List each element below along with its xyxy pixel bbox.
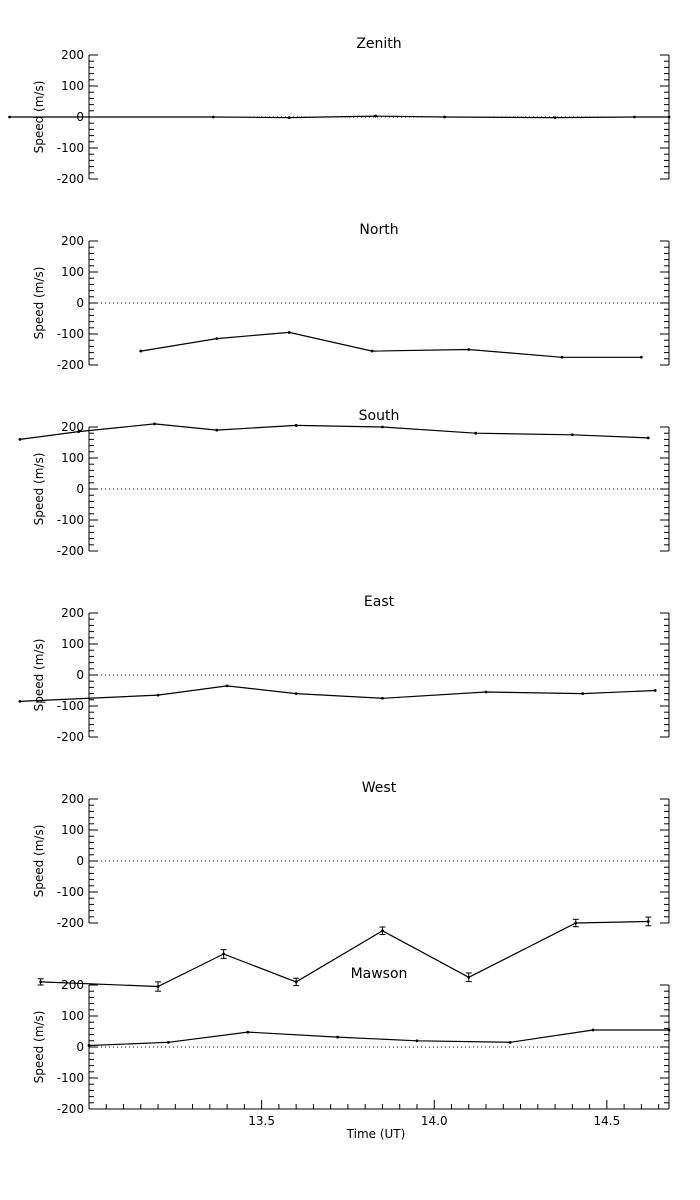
data-point bbox=[77, 430, 81, 434]
y-tick-label: 100 bbox=[61, 637, 84, 651]
y-tick-label: 0 bbox=[76, 1040, 84, 1054]
data-point bbox=[646, 436, 650, 440]
data-point bbox=[167, 1040, 170, 1044]
y-tick-label: -200 bbox=[57, 730, 84, 744]
data-point bbox=[370, 349, 374, 353]
data-point bbox=[246, 1030, 250, 1034]
x-tick-label: 13.5 bbox=[248, 1114, 275, 1128]
x-tick-label: 14.5 bbox=[593, 1114, 620, 1128]
y-axis-label: Speed (m/s) bbox=[32, 825, 46, 898]
data-point bbox=[508, 1040, 512, 1044]
data-point bbox=[591, 1028, 595, 1032]
series-line bbox=[19, 685, 656, 702]
y-tick-label: -200 bbox=[57, 544, 84, 558]
data-point bbox=[667, 1028, 671, 1032]
x-tick-label: 14.0 bbox=[421, 1114, 448, 1128]
data-point bbox=[467, 348, 471, 351]
data-point bbox=[211, 115, 215, 119]
data-point bbox=[639, 355, 643, 359]
y-tick-label: 200 bbox=[61, 48, 84, 62]
data-point bbox=[553, 116, 557, 120]
y-tick-label: 200 bbox=[61, 234, 84, 248]
y-axis-label: Speed (m/s) bbox=[32, 453, 46, 526]
panel-title: South bbox=[359, 408, 400, 424]
y-tick-label: -200 bbox=[57, 172, 84, 186]
y-axis-label: Speed (m/s) bbox=[32, 639, 46, 712]
data-point bbox=[18, 438, 22, 441]
series-line bbox=[19, 423, 649, 440]
panel-north: North -200 -100 0 100 200 Speed (m/s) bbox=[32, 222, 670, 372]
data-point bbox=[215, 428, 219, 432]
panel-title: West bbox=[362, 780, 397, 796]
panel-mawson: Mawson -200 -100 0 100 200 Speed (m/s) 13.5 14.0… bbox=[32, 966, 671, 1128]
panel-east: East -200 -100 0 100 200 Speed (m/s) bbox=[18, 594, 670, 744]
data-point bbox=[381, 696, 384, 700]
series-line bbox=[40, 920, 649, 988]
data-point bbox=[570, 433, 574, 437]
y-tick-label: 100 bbox=[61, 1009, 84, 1023]
data-point bbox=[381, 425, 384, 429]
data-point bbox=[560, 355, 564, 359]
data-point bbox=[18, 699, 22, 703]
y-tick-label: 200 bbox=[61, 606, 84, 620]
data-point bbox=[336, 1035, 339, 1039]
data-point bbox=[653, 689, 657, 692]
data-point bbox=[294, 424, 298, 427]
data-point bbox=[215, 337, 219, 341]
data-point bbox=[484, 690, 488, 694]
y-tick-label: 0 bbox=[76, 482, 84, 496]
y-axis-label: Speed (m/s) bbox=[32, 1011, 46, 1084]
data-point bbox=[8, 115, 11, 119]
series-line bbox=[9, 115, 669, 119]
series-line bbox=[140, 331, 642, 358]
panel-title: Mawson bbox=[351, 966, 408, 982]
data-point bbox=[225, 684, 229, 688]
data-point bbox=[153, 422, 156, 426]
data-point bbox=[287, 331, 291, 334]
y-tick-label: 100 bbox=[61, 823, 84, 837]
y-tick-label: -100 bbox=[57, 141, 84, 155]
y-tick-label: 0 bbox=[76, 854, 84, 868]
y-tick-label: 200 bbox=[61, 978, 84, 992]
data-point bbox=[294, 692, 298, 695]
data-point bbox=[374, 114, 377, 118]
data-point bbox=[156, 693, 160, 697]
y-tick-label: -200 bbox=[57, 1102, 84, 1116]
y-tick-label: 0 bbox=[76, 296, 84, 310]
y-axis-label: Speed (m/s) bbox=[32, 267, 46, 340]
x-axis: Time (UT) bbox=[346, 1127, 406, 1141]
data-point bbox=[633, 115, 636, 119]
y-tick-label: -100 bbox=[57, 327, 84, 341]
x-axis-label: Time (UT) bbox=[346, 1127, 406, 1141]
data-point bbox=[581, 692, 585, 695]
data-point bbox=[87, 1044, 91, 1047]
y-tick-label: -200 bbox=[57, 358, 84, 372]
y-tick-label: 100 bbox=[61, 265, 84, 279]
series-line bbox=[88, 1029, 669, 1047]
panel-title: East bbox=[364, 594, 395, 610]
y-tick-label: 200 bbox=[61, 792, 84, 806]
data-point bbox=[139, 349, 143, 353]
y-tick-label: 100 bbox=[61, 451, 84, 465]
panel-title: North bbox=[359, 222, 398, 238]
data-point bbox=[287, 116, 291, 120]
y-tick-label: -100 bbox=[57, 885, 84, 899]
y-tick-label: -200 bbox=[57, 916, 84, 930]
y-tick-label: -100 bbox=[57, 1071, 84, 1085]
data-point bbox=[415, 1039, 419, 1043]
panels: Zenith -200 -100 0 100 200 Speed (m/s) North -20… bbox=[8, 36, 671, 1128]
y-tick-label: -100 bbox=[57, 699, 84, 713]
panel-title: Zenith bbox=[356, 36, 401, 52]
y-tick-label: 100 bbox=[61, 79, 84, 93]
data-point bbox=[667, 115, 671, 119]
data-point bbox=[474, 431, 478, 435]
data-point bbox=[443, 115, 446, 119]
panel-west: West -200 -100 0 100 200 Speed (m/s) bbox=[32, 780, 670, 992]
y-tick-label: -100 bbox=[57, 513, 84, 527]
y-tick-label: 0 bbox=[76, 668, 84, 682]
